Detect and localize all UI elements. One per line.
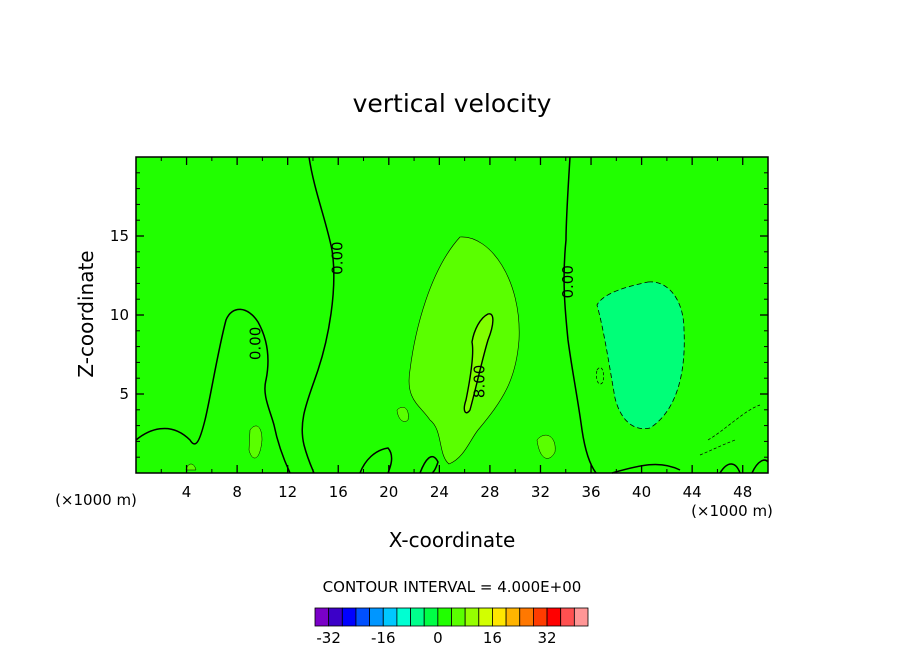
colorbar-swatch xyxy=(546,607,562,627)
contour-label: 0.00 xyxy=(247,327,265,360)
colorbar-swatch xyxy=(382,607,398,627)
contour-interval-text: CONTOUR INTERVAL = 4.000E+00 xyxy=(323,578,582,596)
colorbar-swatch xyxy=(328,607,343,627)
x-axis-label: X-coordinate xyxy=(389,528,516,552)
core-region xyxy=(463,313,494,414)
contour-label: 0.00 xyxy=(329,241,347,274)
y-tick-label: 15 xyxy=(110,227,129,245)
x-tick-label: 44 xyxy=(683,483,702,501)
colorbar-swatch xyxy=(519,607,534,627)
zero-contour-line xyxy=(419,456,439,474)
x-tick-label: 4 xyxy=(182,483,192,501)
colorbar-swatch xyxy=(505,607,521,627)
updraft-region xyxy=(408,236,520,465)
contour-label: 0.00 xyxy=(559,265,577,298)
chart-title: vertical velocity xyxy=(353,89,552,118)
x-tick-label: 28 xyxy=(480,483,499,501)
colorbar-swatch xyxy=(369,607,384,627)
x-tick-label: 48 xyxy=(733,483,752,501)
x-tick-label: 20 xyxy=(379,483,398,501)
y-tick-label: 10 xyxy=(110,306,129,324)
updraft-patch xyxy=(248,425,263,459)
colorbar-tick-label: -16 xyxy=(371,629,396,647)
x-axis-ticks: 4 8 12 16 20 24 28 32 36 40 44 48 xyxy=(160,157,752,501)
colorbar-swatch xyxy=(492,607,507,627)
colorbar-swatch xyxy=(451,607,466,627)
colorbar-swatch xyxy=(423,607,439,627)
x-unit-right: (×1000 m) xyxy=(691,502,773,520)
updraft-patch xyxy=(536,434,556,459)
zero-contour-line xyxy=(563,156,597,474)
colorbar-tick-label: 0 xyxy=(433,629,443,647)
x-tick-label: 12 xyxy=(278,483,297,501)
colorbar-swatch xyxy=(314,607,330,627)
colorbar-swatch xyxy=(410,607,425,627)
colorbar-swatch xyxy=(396,607,411,627)
x-tick-label: 16 xyxy=(329,483,348,501)
downdraft-patch xyxy=(596,367,604,385)
colorbar-swatch xyxy=(573,607,589,627)
zero-contour-line xyxy=(359,447,393,474)
colorbar-swatch xyxy=(355,607,371,627)
zero-contour-line xyxy=(719,463,741,474)
y-axis-label: Z-coordinate xyxy=(74,250,98,377)
colorbar-swatch xyxy=(533,607,548,627)
colorbar-tick-label: -32 xyxy=(316,629,341,647)
zero-contour-line xyxy=(611,463,681,474)
zero-contour-line xyxy=(301,156,335,474)
x-tick-label: 40 xyxy=(632,483,651,501)
x-unit-left: (×1000 m) xyxy=(55,491,137,509)
x-tick-label: 36 xyxy=(581,483,600,501)
zero-contour-line xyxy=(135,308,291,474)
colorbar-tick-label: 16 xyxy=(483,629,502,647)
colorbar-swatch xyxy=(464,607,480,627)
downdraft-region xyxy=(596,281,685,430)
y-tick-label: 5 xyxy=(119,385,129,403)
x-tick-label: 24 xyxy=(430,483,449,501)
colorbar-swatch xyxy=(478,607,493,627)
y-axis-ticks: 5 10 15 xyxy=(110,172,768,458)
colorbar: -32 -16 0 16 32 xyxy=(314,607,589,647)
colorbar-swatch xyxy=(437,607,452,627)
x-tick-label: 32 xyxy=(531,483,550,501)
colorbar-swatch xyxy=(560,607,575,627)
zero-contour-line xyxy=(751,459,769,474)
updraft-patch xyxy=(396,407,409,422)
plot-area: 0.00 0.00 0.00 8.00 xyxy=(135,156,769,474)
downdraft-patch xyxy=(707,404,761,441)
colorbar-swatch xyxy=(341,607,357,627)
contour-label: 8.00 xyxy=(470,365,488,398)
x-tick-label: 8 xyxy=(232,483,242,501)
colorbar-tick-label: 32 xyxy=(538,629,557,647)
